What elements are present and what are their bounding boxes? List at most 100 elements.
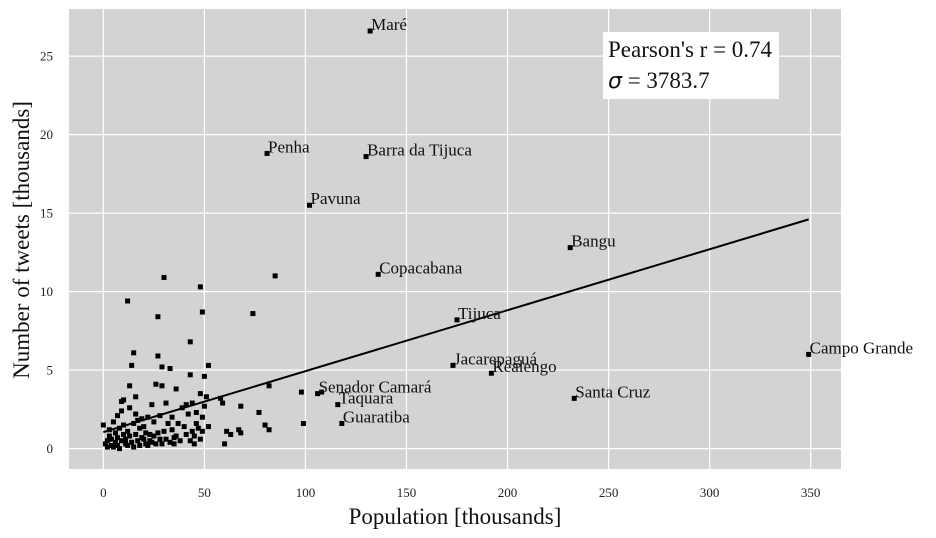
point-label: Barra da Tijuca (367, 141, 472, 160)
labeled-data-point (264, 150, 270, 156)
y-tick-label: 5 (47, 363, 54, 378)
labeled-data-point (367, 28, 373, 34)
point-label: Penha (268, 137, 310, 156)
data-point (319, 389, 325, 395)
data-point (203, 394, 209, 400)
data-point (137, 425, 143, 431)
labeled-data-point (339, 420, 345, 426)
y-axis-label: Number of tweets [thousands] (9, 101, 34, 379)
data-point (139, 416, 145, 422)
data-point (169, 414, 175, 420)
labeled-data-point (450, 362, 456, 368)
sigma-value: = 3783.7 (621, 68, 710, 93)
correlation-annotation-box: Pearson's r = 0.74 σ = 3783.7 (603, 32, 780, 99)
labeled-data-point (363, 154, 369, 160)
data-point (262, 422, 268, 428)
point-label: Maré (371, 15, 407, 34)
tick-labels: 0 50 100 150 200 250 300 350 0 5 10 15 20 25 (40, 49, 820, 500)
data-point (179, 405, 185, 411)
data-point (133, 431, 139, 437)
data-point (145, 442, 151, 448)
data-point (199, 309, 205, 315)
data-point (141, 436, 147, 442)
data-point (173, 386, 179, 392)
data-point (123, 436, 129, 442)
data-point (197, 391, 203, 397)
pearson-r-text: Pearson's r = 0.74 (608, 37, 773, 62)
labeled-data-point (806, 351, 812, 357)
data-point (121, 397, 127, 403)
point-label: Copacabana (379, 258, 463, 277)
data-point (127, 405, 133, 411)
data-point (149, 439, 155, 445)
y-tick-label: 20 (40, 127, 53, 142)
data-point (187, 339, 193, 345)
y-tick-label: 25 (40, 49, 53, 64)
data-point (119, 438, 125, 444)
labeled-data-point (375, 271, 381, 277)
data-point (149, 402, 155, 408)
data-point (125, 298, 131, 304)
y-tick-label: 15 (40, 206, 53, 221)
sigma-text: σ = 3783.7 (608, 65, 772, 97)
data-point (110, 444, 116, 450)
data-point (298, 389, 304, 395)
data-point (256, 409, 262, 415)
data-point (191, 441, 197, 447)
data-point (153, 441, 159, 447)
data-point (129, 439, 135, 445)
data-point (183, 431, 189, 437)
data-point (119, 408, 125, 414)
data-point (220, 400, 226, 406)
data-point (117, 446, 123, 452)
data-point (112, 430, 118, 436)
point-label: Guaratiba (343, 407, 410, 426)
data-point (102, 441, 108, 447)
data-point (169, 427, 175, 433)
data-point (125, 442, 131, 448)
y-tick-label: 10 (40, 284, 53, 299)
data-point (115, 413, 121, 419)
data-point (127, 383, 133, 389)
data-point (133, 394, 139, 400)
labeled-data-point (488, 370, 494, 376)
data-point (141, 424, 147, 430)
point-label: Senador Camará (319, 378, 432, 397)
data-point (218, 395, 224, 401)
data-point (135, 438, 141, 444)
data-point (147, 431, 153, 437)
x-tick-label: 100 (296, 485, 316, 500)
data-point (131, 350, 137, 356)
data-point (131, 444, 137, 450)
data-point (175, 420, 181, 426)
data-point (236, 427, 242, 433)
point-label: Bangu (571, 232, 616, 251)
data-point (181, 424, 187, 430)
data-point (189, 400, 195, 406)
data-point (135, 417, 141, 423)
data-point (191, 433, 197, 439)
labeled-data-point (306, 202, 312, 208)
data-point (157, 413, 163, 419)
data-point (125, 428, 131, 434)
data-point (205, 424, 211, 430)
data-point (100, 422, 106, 428)
data-point (167, 366, 173, 372)
point-label: Tijuca (458, 304, 501, 323)
data-point (157, 436, 163, 442)
data-point (189, 428, 195, 434)
x-tick-label: 350 (801, 485, 821, 500)
x-tick-label: 50 (198, 485, 211, 500)
data-point (222, 441, 228, 447)
data-point (201, 403, 207, 409)
data-point (224, 428, 230, 434)
data-point (187, 438, 193, 444)
x-tick-label: 150 (397, 485, 417, 500)
data-point (161, 428, 167, 434)
data-point (115, 442, 121, 448)
data-point (104, 438, 110, 444)
point-label: Taquara (339, 389, 394, 408)
data-point (106, 427, 112, 433)
data-point (112, 439, 118, 445)
data-point (151, 433, 157, 439)
